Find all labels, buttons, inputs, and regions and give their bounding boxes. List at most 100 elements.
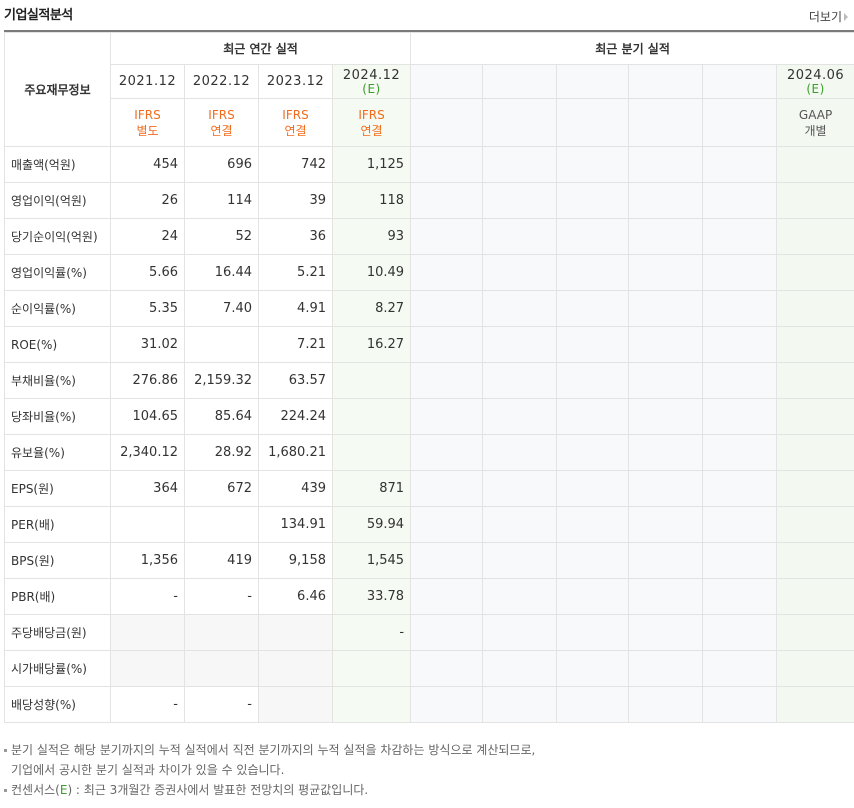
quarter-cell-empty	[556, 542, 630, 579]
accounting-standard: IFRS 연결	[184, 98, 259, 147]
quarter-cell-empty	[628, 182, 704, 219]
quarter-cell-empty	[556, 362, 630, 399]
quarter-cell-empty	[702, 506, 778, 543]
quarter-cell-empty	[410, 614, 484, 651]
quarter-cell-empty	[776, 290, 854, 327]
table-row: BPS(원) 1,356 419 9,158 1,545	[4, 542, 854, 579]
quarter-cell-empty	[410, 542, 484, 579]
value-cell: 114	[184, 182, 259, 219]
quarter-cell-empty	[556, 578, 630, 615]
quarter-cell-empty	[628, 542, 704, 579]
value-cell: 8.27	[331, 290, 412, 327]
value-cell: 10.49	[331, 254, 412, 291]
quarter-acct-empty	[702, 98, 778, 147]
value-cell: 85.64	[184, 398, 259, 435]
quarter-year-empty	[410, 64, 484, 99]
table-row: 당좌비율(%) 104.65 85.64 224.24	[4, 398, 854, 435]
row-label: PER(배)	[4, 506, 111, 543]
quarter-year-estimate: 2024.06 (E)	[776, 64, 854, 99]
value-cell: 59.94	[331, 506, 412, 543]
table-row: 시가배당률(%)	[4, 650, 854, 687]
quarter-acct-empty	[556, 98, 630, 147]
quarter-cell-empty	[702, 542, 778, 579]
value-cell: 5.66	[110, 254, 185, 291]
quarter-year-empty	[482, 64, 558, 99]
quarter-cell-empty	[776, 650, 854, 687]
more-link[interactable]: 더보기	[809, 8, 848, 25]
quarter-cell-empty	[482, 218, 558, 255]
financial-table: 주요재무정보 최근 연간 실적 최근 분기 실적 2021.12 2022.12…	[4, 32, 854, 723]
quarter-acct-empty	[628, 98, 704, 147]
quarter-cell-empty	[556, 506, 630, 543]
quarter-group-header: 최근 분기 실적	[410, 32, 854, 65]
footnote-2: 컨센서스(E) : 최근 3개월간 증권사에서 발표한 전망치의 평균값입니다.	[4, 780, 535, 800]
value-cell: 1,545	[331, 542, 412, 579]
period-year: 2023.12	[258, 64, 333, 99]
annual-group-header: 최근 연간 실적	[109, 32, 412, 65]
quarter-cell-empty	[628, 290, 704, 327]
quarter-cell-empty	[556, 398, 630, 435]
quarter-cell-empty	[628, 398, 704, 435]
quarter-cell-empty	[410, 182, 484, 219]
quarter-cell-empty	[776, 470, 854, 507]
quarter-cell-empty	[702, 614, 778, 651]
quarter-cell-empty	[628, 146, 704, 183]
quarter-cell-empty	[410, 470, 484, 507]
quarter-cell-empty	[556, 218, 630, 255]
value-cell: 118	[331, 182, 412, 219]
value-cell: 9,158	[258, 542, 333, 579]
row-label: BPS(원)	[4, 542, 111, 579]
table-row: PER(배) 134.91 59.94	[4, 506, 854, 543]
value-cell	[184, 506, 259, 543]
quarter-cell-empty	[410, 434, 484, 471]
quarter-cell-empty	[410, 578, 484, 615]
value-cell: 742	[258, 146, 333, 183]
value-cell: 39	[258, 182, 333, 219]
accounting-standard: IFRS 연결	[258, 98, 333, 147]
value-cell: 1,680.21	[258, 434, 333, 471]
quarter-cell-empty	[702, 362, 778, 399]
value-cell: 276.86	[110, 362, 185, 399]
quarter-cell-empty	[776, 362, 854, 399]
accounting-standard: GAAP 개별	[776, 98, 854, 147]
quarter-cell-empty	[776, 542, 854, 579]
quarter-cell-empty	[410, 686, 484, 723]
value-cell: 16.27	[331, 326, 412, 363]
table-row: 매출액(억원) 454 696 742 1,125	[4, 146, 854, 183]
quarter-cell-empty	[410, 290, 484, 327]
table-row: PBR(배) - -6.46 33.78	[4, 578, 854, 615]
value-cell: 672	[184, 470, 259, 507]
quarter-year-empty	[628, 64, 704, 99]
value-cell: 63.57	[258, 362, 333, 399]
row-label: 순이익률(%)	[4, 290, 111, 327]
value-cell: 419	[184, 542, 259, 579]
value-cell: 24	[110, 218, 185, 255]
value-cell: 439	[258, 470, 333, 507]
value-cell: 2,159.32	[184, 362, 259, 399]
row-label: ROE(%)	[4, 326, 111, 363]
value-cell: 2,340.12	[110, 434, 185, 471]
quarter-cell-empty	[776, 326, 854, 363]
quarter-cell-empty	[628, 470, 704, 507]
quarter-cell-empty	[482, 650, 558, 687]
quarter-cell-empty	[410, 218, 484, 255]
value-cell	[110, 506, 185, 543]
quarter-cell-empty	[628, 686, 704, 723]
quarter-cell-empty	[628, 362, 704, 399]
value-cell: 26	[110, 182, 185, 219]
row-header-label: 주요재무정보	[4, 32, 111, 147]
quarter-cell-empty	[702, 398, 778, 435]
quarter-cell-empty	[702, 254, 778, 291]
quarter-cell-empty	[776, 182, 854, 219]
quarter-cell-empty	[776, 434, 854, 471]
value-cell	[110, 650, 185, 687]
value-cell: 52	[184, 218, 259, 255]
row-label: 당기순이익(억원)	[4, 218, 111, 255]
row-label: EPS(원)	[4, 470, 111, 507]
table-row: 순이익률(%) 5.35 7.40 4.91 8.27	[4, 290, 854, 327]
quarter-cell-empty	[776, 146, 854, 183]
quarter-year-empty	[556, 64, 630, 99]
quarter-cell-empty	[482, 326, 558, 363]
table-row: ROE(%) 31.02 7.21 16.27	[4, 326, 854, 363]
quarter-cell-empty	[702, 218, 778, 255]
